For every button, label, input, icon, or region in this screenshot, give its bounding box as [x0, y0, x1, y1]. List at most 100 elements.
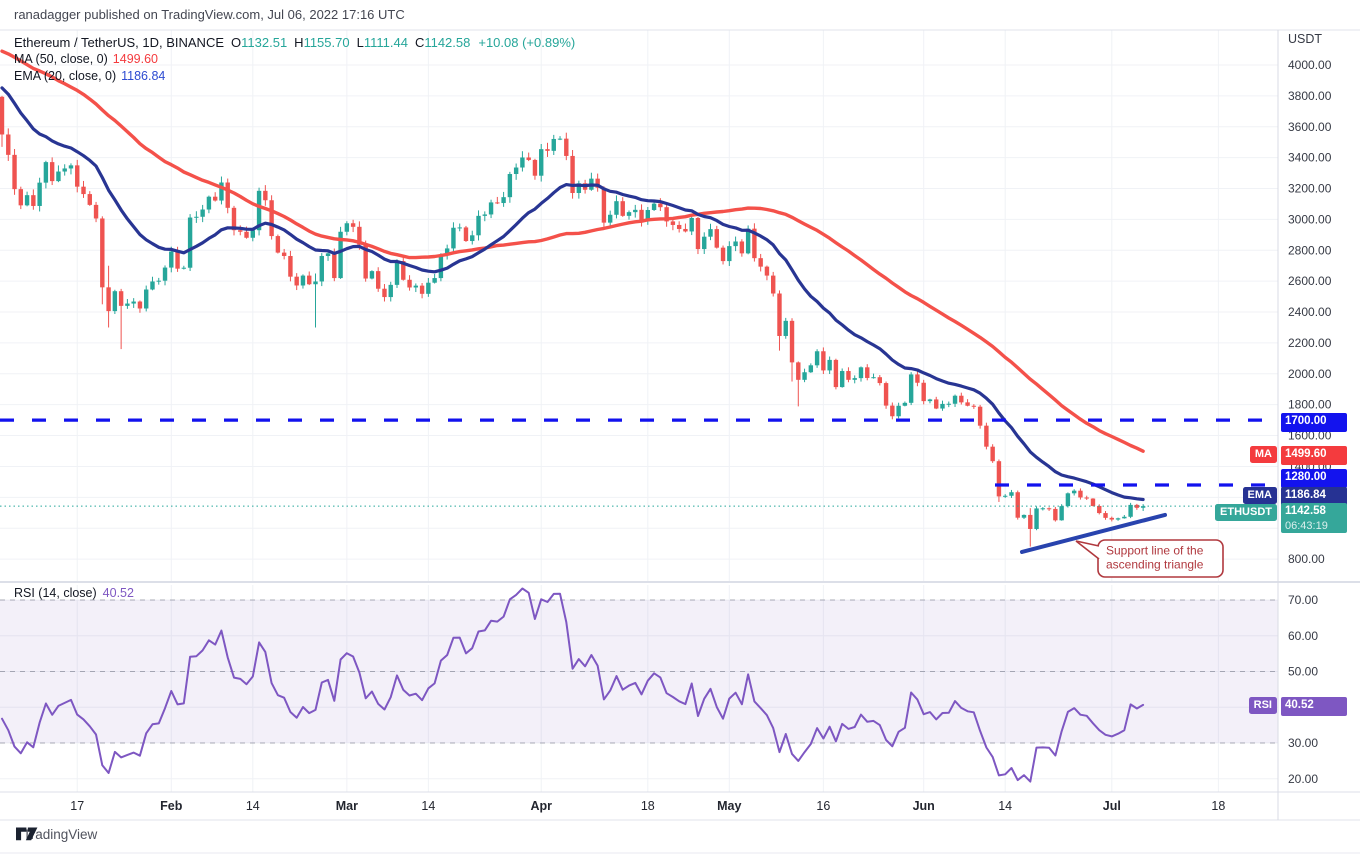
price-tick: 1800.00 — [1288, 398, 1332, 412]
rsi-legend-row[interactable]: RSI (14, close) 40.52 — [14, 586, 134, 600]
candle-body — [520, 157, 525, 168]
ma-label: MA (50, close, 0) — [14, 52, 108, 66]
last-price-label[interactable]: 1142.58 06:43:19 — [1281, 503, 1347, 533]
candle-body — [68, 165, 74, 169]
candle-body — [1071, 490, 1077, 494]
candle-body — [150, 281, 155, 290]
ohlc-letter: H — [294, 35, 304, 50]
hline-1280-label[interactable]: 1280.00 — [1281, 468, 1347, 488]
candle-body — [350, 223, 356, 227]
price-tick: 2200.00 — [1288, 336, 1332, 350]
candle-body — [545, 149, 550, 151]
candle-body — [432, 278, 437, 283]
candle-body — [658, 203, 663, 208]
candle-body — [639, 209, 644, 222]
candle-body — [1140, 506, 1146, 508]
ma-legend-row[interactable]: MA (50, close, 0) 1499.60 — [14, 51, 575, 68]
candle-body — [595, 178, 600, 188]
candle-body — [382, 288, 387, 298]
candle-body — [419, 285, 425, 294]
price-tick: 2400.00 — [1288, 305, 1332, 319]
rsi-tick: 60.00 — [1288, 629, 1318, 643]
candle-body — [1128, 504, 1133, 517]
candle-body — [645, 209, 651, 222]
hline-1700-label[interactable]: 1700.00 — [1281, 412, 1347, 432]
price-tick: 3400.00 — [1288, 151, 1332, 165]
candle-body — [313, 281, 318, 285]
candle-body — [708, 229, 713, 237]
price-axis[interactable]: USDT 4000.00 3800.00 3600.00 3400.00 3200.00 3… — [1288, 32, 1332, 786]
candle-body — [1053, 508, 1058, 521]
candle-body — [852, 378, 857, 380]
candle-body — [294, 276, 299, 286]
candle-body — [338, 231, 343, 279]
candle-body — [62, 168, 67, 172]
candle-body — [877, 377, 882, 384]
candle-body — [24, 195, 30, 206]
candle-body — [495, 202, 500, 204]
ema-label: EMA (20, close, 0) — [14, 69, 117, 83]
ohlc-value: 1132.51 — [241, 35, 288, 50]
candle-body — [720, 247, 726, 262]
candle-body — [890, 405, 895, 417]
candle-body — [212, 196, 218, 201]
ema-legend-row[interactable]: EMA (20, close, 0) 1186.84 — [14, 68, 575, 85]
rsi-value: 40.52 — [102, 586, 134, 600]
candle-body — [100, 218, 105, 288]
candle-body — [118, 291, 124, 306]
price-tick: 2800.00 — [1288, 243, 1332, 257]
candle-body — [733, 241, 738, 247]
time-tick-14: 14 — [998, 799, 1012, 813]
candle-body — [275, 236, 281, 253]
tradingview-logo[interactable]: TradingView — [16, 827, 97, 842]
rsi-value-label[interactable]: 40.52 — [1281, 696, 1347, 716]
candle-body — [87, 194, 92, 205]
ma-price-label[interactable]: 1499.60 — [1281, 445, 1347, 465]
candle-body — [144, 289, 149, 309]
ma-price-label-tag[interactable]: MA — [1249, 446, 1277, 463]
rsi-value-label-tag[interactable]: RSI — [1248, 697, 1277, 714]
candle-body — [444, 248, 450, 255]
price-tick: 800.00 — [1288, 552, 1325, 566]
candle-body — [131, 301, 136, 304]
candle-body — [564, 138, 569, 156]
candle-body — [984, 425, 989, 447]
last-price-label-tag[interactable]: ETHUSDT — [1215, 504, 1277, 521]
candle-body — [934, 399, 939, 409]
candle-body — [551, 138, 556, 151]
time-tick-17: 17 — [70, 799, 84, 813]
candle-body — [827, 359, 832, 371]
symbol-legend-row[interactable]: Ethereum / TetherUS, 1D, BINANCE O1132.51… — [14, 34, 575, 51]
candle-body — [1009, 492, 1014, 496]
time-axis[interactable]: 17 Feb 14 Mar 14 Apr 18 May 16 Jun 14 Jul 18 — [70, 799, 1225, 813]
rsi-series — [1, 587, 1145, 783]
candle-body — [532, 159, 538, 176]
symbol-title: Ethereum / TetherUS, 1D, BINANCE — [14, 35, 225, 50]
candle-body — [463, 227, 469, 242]
candle-body — [1090, 498, 1096, 506]
candle-body — [1003, 495, 1008, 497]
ema-price-label[interactable]: 1186.84 — [1281, 486, 1347, 506]
candle-body — [413, 285, 419, 288]
candle-body — [833, 359, 839, 388]
candle-body — [187, 217, 193, 268]
candle-body — [996, 461, 1002, 497]
callout-text-line2: ascending triangle — [1106, 558, 1204, 572]
candle-body — [37, 182, 42, 206]
candle-body — [689, 218, 694, 232]
candle-body — [764, 266, 770, 276]
candle-body — [18, 189, 24, 206]
support-trendline[interactable] — [1020, 512, 1167, 554]
ema-price-label-tag[interactable]: EMA — [1242, 487, 1277, 504]
rsi-tick: 20.00 — [1288, 772, 1318, 786]
price-tick: 2000.00 — [1288, 367, 1332, 381]
candle-body — [739, 241, 745, 254]
candle-body — [1122, 516, 1127, 519]
ohlc-letter: L — [356, 35, 364, 50]
rsi-tick: 50.00 — [1288, 665, 1318, 679]
time-tick-Jul: Jul — [1103, 799, 1121, 813]
candle-body — [394, 261, 400, 285]
candle-body — [902, 402, 908, 406]
